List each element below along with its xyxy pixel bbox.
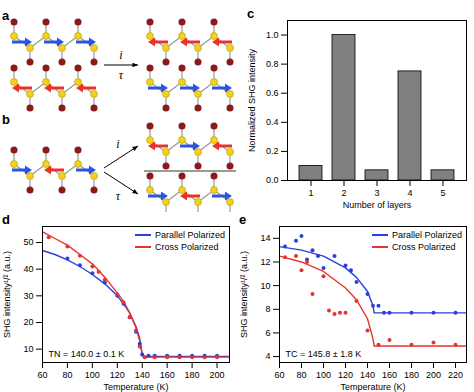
svg-text:20: 20 [23,317,33,327]
html-text:d: d [2,212,10,227]
svg-text:1: 1 [308,188,313,198]
svg-text:60: 60 [37,370,47,380]
svg-text:5: 5 [440,188,445,198]
svg-text:a: a [2,8,10,23]
svg-text:SHG intensity¹/² (a.u.): SHG intensity¹/² (a.u.) [239,251,249,338]
svg-text:10: 10 [23,344,33,354]
svg-text:τ: τ [119,68,124,82]
svg-text:0.6: 0.6 [266,88,279,98]
svg-text:80: 80 [296,370,306,380]
svg-text:40: 40 [23,264,33,274]
svg-text:6: 6 [265,328,270,338]
html-text:Parallel Polarized: Parallel Polarized [392,230,462,240]
html-text:Cross Polarized: Cross Polarized [392,242,456,252]
svg-text:Normalized SHG intensity: Normalized SHG intensity [247,48,257,152]
svg-text:Temperature (K): Temperature (K) [103,382,168,392]
svg-text:i: i [119,48,122,62]
svg-text:4: 4 [407,188,412,198]
svg-text:140: 140 [135,370,150,380]
svg-text:1.0: 1.0 [266,30,279,40]
svg-text:b: b [2,112,10,127]
svg-text:30: 30 [23,291,33,301]
svg-text:i: i [116,137,119,151]
svg-text:200: 200 [426,370,441,380]
svg-text:140: 140 [360,370,375,380]
svg-text:160: 160 [160,370,175,380]
svg-text:180: 180 [185,370,200,380]
svg-text:0.0: 0.0 [266,175,279,185]
svg-text:3: 3 [374,188,379,198]
svg-text:2: 2 [341,188,346,198]
html-text:Cross Polarized: Cross Polarized [155,242,219,252]
svg-text:0.2: 0.2 [266,146,279,156]
svg-text:160: 160 [382,370,397,380]
svg-text:4: 4 [265,351,270,361]
svg-text:200: 200 [210,370,225,380]
svg-text:14: 14 [260,233,270,243]
svg-text:180: 180 [404,370,419,380]
svg-text:60: 60 [274,370,284,380]
svg-text:τ: τ [116,189,121,203]
svg-text:12: 12 [260,257,270,267]
svg-text:0.4: 0.4 [266,117,279,127]
svg-text:TN = 140.0 ± 0.1 K: TN = 140.0 ± 0.1 K [49,349,125,359]
svg-text:0.8: 0.8 [266,59,279,69]
svg-text:220: 220 [448,370,463,380]
svg-text:10: 10 [260,281,270,291]
html-text:e: e [239,212,247,227]
svg-text:120: 120 [338,370,353,380]
svg-text:Number of layers: Number of layers [343,200,412,210]
html-text:c: c [247,6,255,21]
svg-text:80: 80 [62,370,72,380]
html-text:Parallel Polarized: Parallel Polarized [155,230,225,240]
svg-text:8: 8 [265,304,270,314]
svg-text:100: 100 [85,370,100,380]
svg-text:50: 50 [23,237,33,247]
svg-text:Temperature (K): Temperature (K) [340,382,405,392]
svg-text:120: 120 [110,370,125,380]
svg-text:100: 100 [316,370,331,380]
svg-text:TC = 145.8 ± 1.8 K: TC = 145.8 ± 1.8 K [286,349,362,359]
svg-text:SHG intensity¹/² (a.u.): SHG intensity¹/² (a.u.) [2,251,12,338]
